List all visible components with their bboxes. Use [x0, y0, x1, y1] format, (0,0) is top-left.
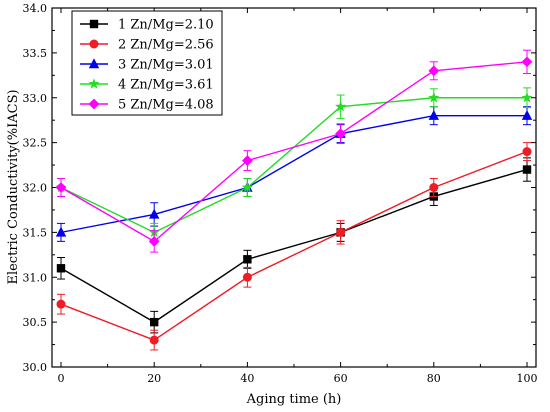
legend-marker — [89, 39, 99, 49]
y-tick-label: 34.0 — [23, 2, 48, 15]
data-point — [522, 147, 532, 157]
data-point — [335, 100, 347, 112]
y-axis: 30.0 30.5 31.0 31.5 32.0 32.5 33.0 33.5 34.0 — [23, 2, 536, 374]
legend-label: 3 Zn/Mg=3.01 — [118, 58, 214, 73]
data-point — [428, 65, 440, 77]
data-point — [522, 165, 532, 174]
data-point — [150, 317, 159, 327]
y-tick-label: 31.5 — [23, 226, 48, 239]
series-line — [60, 168, 528, 323]
data-point — [149, 208, 160, 219]
x-tick-label: 60 — [334, 372, 348, 385]
x-tick-label: 40 — [240, 372, 254, 385]
legend-item: 1 Zn/Mg=2.10 — [80, 18, 214, 33]
series-layer — [55, 49, 533, 351]
data-point — [428, 110, 439, 120]
x-tick-label: 0 — [58, 372, 65, 385]
y-tick-label: 31.0 — [23, 271, 48, 284]
legend-marker — [89, 19, 99, 29]
series-1 — [56, 157, 532, 334]
y-axis-title: Electric Conductivity(%IACS) — [6, 89, 21, 284]
y-tick-label: 32.5 — [23, 137, 48, 150]
data-point — [149, 335, 159, 345]
series-2 — [56, 142, 532, 351]
y-tick-label: 33.0 — [23, 92, 48, 105]
y-tick-label: 30.0 — [23, 361, 48, 374]
data-point — [55, 182, 67, 193]
data-point — [428, 91, 440, 103]
series-5 — [55, 49, 533, 253]
series-line — [60, 114, 527, 234]
y-tick-label: 30.5 — [23, 316, 48, 329]
legend-label: 2 Zn/Mg=2.56 — [118, 38, 214, 53]
series-line — [60, 150, 528, 341]
data-point — [429, 183, 439, 192]
data-point — [336, 227, 346, 237]
legend-marker — [88, 98, 100, 110]
legend-marker — [88, 78, 100, 89]
x-axis-title: Aging time (h) — [246, 392, 342, 407]
data-point — [521, 56, 533, 68]
legend-label: 5 Zn/Mg=4.08 — [118, 98, 214, 113]
data-point — [242, 155, 253, 166]
y-tick-label: 32.0 — [23, 182, 48, 195]
data-point — [55, 226, 67, 237]
y-tick-label: 33.5 — [23, 47, 48, 60]
data-point — [242, 272, 252, 282]
data-point — [56, 264, 66, 273]
data-point — [241, 181, 253, 193]
data-point — [335, 128, 346, 140]
x-tick-label: 100 — [517, 372, 538, 385]
x-tick-label: 80 — [427, 372, 441, 385]
data-point — [243, 255, 252, 264]
legend-item: 2 Zn/Mg=2.56 — [80, 38, 214, 53]
legend-item: 5 Zn/Mg=4.08 — [80, 98, 214, 113]
legend: 1 Zn/Mg=2.10 2 Zn/Mg=2.56 3 Zn/Mg=3.01 4 Zn… — [71, 10, 223, 116]
data-point — [148, 235, 160, 247]
legend-box — [71, 10, 223, 116]
legend-label: 1 Zn/Mg=2.10 — [118, 18, 214, 33]
series-3 — [55, 106, 533, 242]
data-point — [56, 299, 66, 309]
series-line — [60, 61, 528, 243]
data-point — [521, 91, 533, 103]
legend-item: 4 Zn/Mg=3.61 — [80, 78, 214, 93]
x-tick-label: 20 — [147, 372, 161, 385]
series-line — [60, 97, 527, 234]
legend-label: 4 Zn/Mg=3.61 — [118, 78, 214, 93]
legend-item: 3 Zn/Mg=3.01 — [80, 58, 214, 73]
data-point — [521, 110, 533, 120]
legend-marker — [88, 58, 100, 69]
